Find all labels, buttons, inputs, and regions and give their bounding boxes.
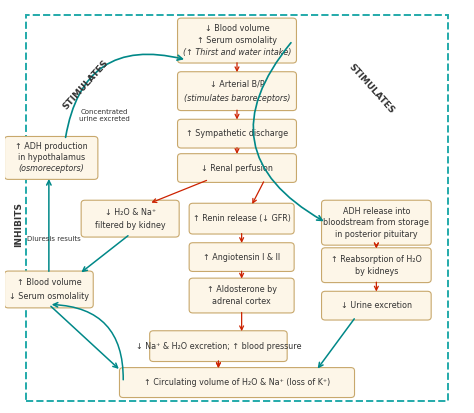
FancyBboxPatch shape bbox=[189, 203, 294, 234]
Text: adrenal cortex: adrenal cortex bbox=[212, 297, 271, 306]
Text: ↓ Blood volume: ↓ Blood volume bbox=[205, 24, 269, 33]
Text: ↓ Na⁺ & H₂O excretion; ↑ blood pressure: ↓ Na⁺ & H₂O excretion; ↑ blood pressure bbox=[136, 342, 301, 351]
Text: in hypothalamus: in hypothalamus bbox=[18, 154, 85, 162]
FancyBboxPatch shape bbox=[178, 119, 296, 148]
Text: ↑ Reabsorption of H₂O: ↑ Reabsorption of H₂O bbox=[331, 254, 422, 263]
Text: Concentrated
urine excreted: Concentrated urine excreted bbox=[79, 109, 130, 122]
Text: ADH release into: ADH release into bbox=[343, 206, 410, 216]
FancyBboxPatch shape bbox=[5, 136, 98, 179]
Text: ↓ Arterial B/P: ↓ Arterial B/P bbox=[210, 80, 264, 89]
Text: ↑ Aldosterone by: ↑ Aldosterone by bbox=[207, 285, 277, 294]
Text: ↓ H₂O & Na⁺: ↓ H₂O & Na⁺ bbox=[105, 208, 156, 216]
Text: Diuresis results: Diuresis results bbox=[27, 236, 81, 242]
FancyBboxPatch shape bbox=[321, 291, 431, 320]
Text: STIMULATES: STIMULATES bbox=[62, 59, 110, 112]
Text: (↑ Thirst and water intake): (↑ Thirst and water intake) bbox=[183, 48, 291, 57]
FancyBboxPatch shape bbox=[178, 72, 296, 111]
FancyBboxPatch shape bbox=[150, 331, 287, 361]
Text: ↑ Serum osmolality: ↑ Serum osmolality bbox=[197, 36, 277, 45]
Text: (stimulates baroreceptors): (stimulates baroreceptors) bbox=[184, 94, 290, 103]
FancyBboxPatch shape bbox=[189, 243, 294, 271]
Text: ↑ Circulating volume of H₂O & Na⁺ (loss of K⁺): ↑ Circulating volume of H₂O & Na⁺ (loss … bbox=[144, 378, 330, 387]
FancyBboxPatch shape bbox=[119, 368, 355, 398]
Text: INHIBITS: INHIBITS bbox=[14, 202, 23, 247]
FancyBboxPatch shape bbox=[321, 200, 431, 245]
FancyBboxPatch shape bbox=[81, 200, 179, 237]
Text: STIMULATES: STIMULATES bbox=[347, 62, 396, 116]
Text: bloodstream from storage: bloodstream from storage bbox=[323, 218, 429, 227]
FancyBboxPatch shape bbox=[178, 154, 296, 183]
Text: ↓ Renal perfusion: ↓ Renal perfusion bbox=[201, 164, 273, 173]
Text: ↑ Angiotensin I & II: ↑ Angiotensin I & II bbox=[203, 253, 280, 261]
FancyBboxPatch shape bbox=[321, 248, 431, 282]
Text: ↑ ADH production: ↑ ADH production bbox=[15, 142, 88, 152]
Text: by kidneys: by kidneys bbox=[355, 267, 398, 276]
Text: filtered by kidney: filtered by kidney bbox=[95, 221, 165, 230]
FancyBboxPatch shape bbox=[5, 271, 93, 308]
Text: in posterior pituitary: in posterior pituitary bbox=[335, 230, 418, 239]
Text: ↓ Serum osmolality: ↓ Serum osmolality bbox=[9, 292, 89, 301]
Text: ↓ Urine excretion: ↓ Urine excretion bbox=[341, 301, 412, 310]
FancyBboxPatch shape bbox=[189, 278, 294, 313]
Text: ↑ Blood volume: ↑ Blood volume bbox=[17, 278, 81, 287]
FancyBboxPatch shape bbox=[178, 18, 296, 63]
Text: ↑ Renin release (↓ GFR): ↑ Renin release (↓ GFR) bbox=[193, 214, 291, 223]
Text: ↑ Sympathetic discharge: ↑ Sympathetic discharge bbox=[186, 129, 288, 138]
Text: (osmoreceptors): (osmoreceptors) bbox=[18, 164, 84, 173]
